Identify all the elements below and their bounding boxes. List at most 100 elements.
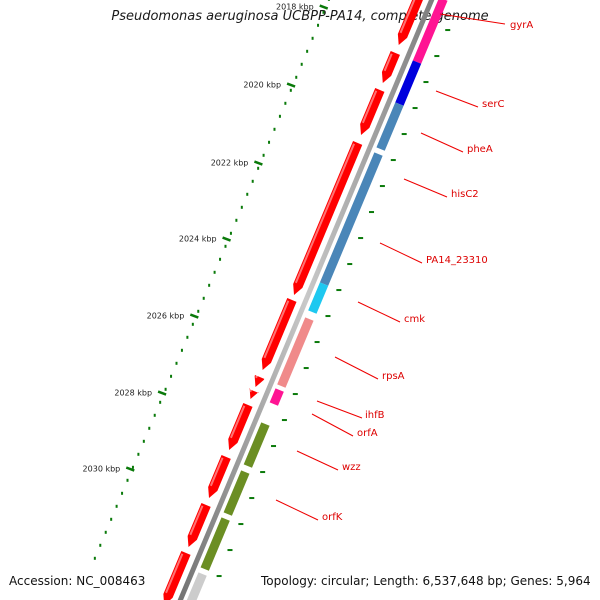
gene-label-rpsa: rpsA	[382, 371, 405, 382]
tick-dash	[369, 211, 375, 214]
tick-dot	[170, 374, 173, 378]
tick-dot	[311, 36, 314, 40]
gene-label-phea: pheA	[467, 144, 493, 155]
forward-gene-9-shine	[209, 457, 224, 487]
tick-dot	[99, 543, 102, 547]
gene-label-ihfb: ihfB	[365, 410, 385, 421]
gene-label-leader	[439, 13, 506, 25]
forward-strand-genes	[163, 0, 423, 600]
reverse-gene-6	[277, 317, 314, 388]
tick-dot	[284, 101, 287, 105]
tick-dot	[219, 257, 222, 261]
forward-gene-6-shine	[255, 374, 259, 379]
tick-dash	[238, 523, 244, 526]
forward-gene-5	[261, 298, 297, 370]
tick-dash	[249, 497, 255, 500]
tick-dot	[251, 179, 254, 183]
tick-dot	[153, 413, 156, 417]
forward-gene-9	[208, 455, 231, 498]
tick-dash	[336, 289, 342, 292]
gene-label-leader	[403, 178, 448, 198]
tick-dots	[93, 0, 451, 578]
forward-gene-10	[187, 503, 211, 547]
tick-dot	[202, 296, 205, 300]
backbone-arc	[177, 0, 435, 600]
tick-dash	[216, 575, 222, 578]
tick-dash	[314, 341, 320, 344]
reverse-gene-1	[412, 0, 448, 64]
tick-dash	[401, 133, 407, 136]
gene-label-leader	[435, 90, 479, 108]
tick-dot	[300, 62, 303, 66]
forward-gene-10-shine	[189, 505, 204, 536]
tick-dot	[104, 530, 107, 534]
scale-tick-label: 2028 kbp	[114, 389, 152, 398]
forward-gene-8-shine	[230, 405, 246, 439]
tick-dot	[115, 504, 118, 508]
scale-tick-label: 2024 kbp	[179, 235, 217, 244]
tick-dash	[412, 107, 418, 110]
map-title: Pseudomonas aeruginosa UCBPP-PA14, compl…	[111, 9, 489, 24]
scale-ticks: 2018 kbp 2020 kbp 2022 kbp 2024 kbp 2026 kbp…	[83, 3, 329, 474]
tick-dash	[390, 159, 396, 162]
forward-gene-1-shine	[399, 0, 416, 34]
reverse-gene-11	[186, 572, 207, 600]
tick-dot	[262, 153, 265, 157]
tick-dot	[137, 452, 140, 456]
backbone-line	[177, 0, 435, 600]
gene-label-orfk: orfK	[322, 512, 343, 523]
scale-tick-mark	[157, 390, 167, 396]
scale-tick-label: 2022 kbp	[211, 159, 249, 168]
gene-label-leader	[357, 301, 401, 323]
forward-gene-2-shine	[383, 53, 393, 72]
reverse-gene-5	[308, 282, 329, 314]
accession-text: Accession: NC_008463	[9, 574, 146, 588]
gene-label-serc: serC	[482, 99, 504, 110]
scale-tick-mark	[222, 236, 232, 242]
scale-tick-label: 2018 kbp	[276, 3, 314, 12]
tick-dash	[227, 549, 233, 552]
forward-gene-7	[249, 388, 259, 399]
forward-gene-8	[228, 403, 253, 450]
scale-tick-mark	[125, 466, 135, 472]
reverse-gene-10	[200, 517, 230, 571]
tick-dash	[271, 445, 277, 448]
tick-dot	[246, 192, 249, 196]
gene-label-leader	[316, 400, 363, 419]
gene-label-leader	[296, 450, 339, 471]
tick-dash	[303, 367, 309, 370]
tick-dot	[159, 400, 162, 404]
tick-dot	[224, 244, 227, 248]
tick-dot	[240, 205, 243, 209]
tick-dash	[292, 393, 298, 396]
tick-dot	[229, 231, 232, 235]
gene-label-leader	[420, 132, 464, 153]
tick-dash	[347, 263, 353, 266]
tick-dot	[268, 140, 271, 144]
tick-dot	[213, 270, 216, 274]
forward-gene-2	[381, 51, 400, 83]
tick-dot	[317, 23, 320, 27]
gene-label-hisc2: hisC2	[451, 189, 479, 200]
tick-dot	[142, 439, 145, 443]
tick-dash	[358, 237, 364, 240]
reverse-gene-9	[223, 470, 250, 516]
gene-label-leader	[379, 242, 423, 264]
reverse-gene-7	[269, 388, 284, 406]
tick-dot	[180, 348, 183, 352]
scale-tick-mark	[319, 4, 329, 10]
tick-dot	[322, 10, 325, 14]
forward-gene-11	[163, 551, 191, 600]
forward-gene-3	[360, 88, 385, 135]
forward-gene-7-shine	[249, 386, 254, 393]
tick-dot	[235, 218, 238, 222]
gene-label-wzz: wzz	[342, 462, 361, 473]
tick-dot	[278, 114, 281, 118]
forward-gene-6	[254, 375, 265, 387]
gene-label-pa14_23310: PA14_23310	[426, 255, 488, 266]
tick-dot	[164, 387, 167, 391]
scale-tick-mark	[286, 82, 296, 88]
tick-dash	[445, 29, 451, 32]
